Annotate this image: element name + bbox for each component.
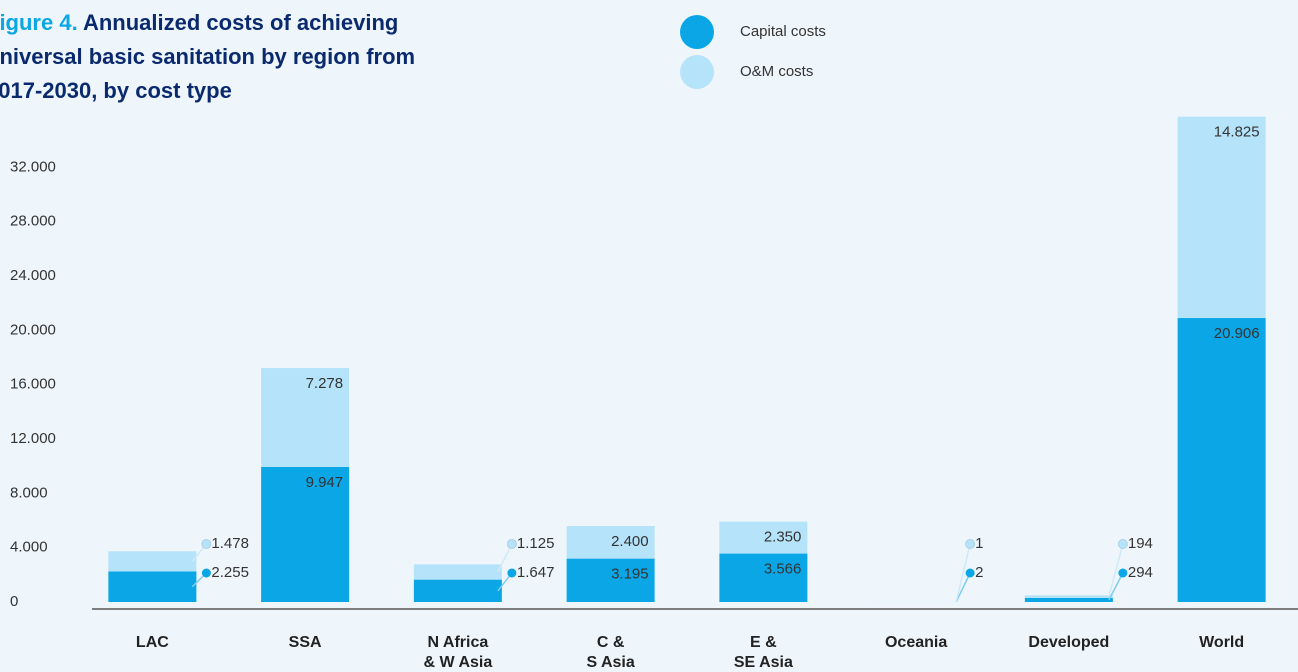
value-label: 1.125 — [517, 535, 555, 552]
y-tick-label: 16.000 — [10, 376, 56, 393]
bar-segment — [719, 521, 808, 554]
title-text: universal basic sanitation by region fro… — [0, 44, 415, 69]
legend-label: O&M costs — [740, 63, 813, 80]
leader-dot — [506, 539, 517, 549]
leader-dot — [965, 568, 975, 578]
x-tick-label-line: N Africa — [427, 634, 488, 651]
x-tick-label: C & S Asia — [586, 634, 634, 671]
y-tick-label: 4.000 — [10, 539, 48, 556]
chart-title: 2017-2030, by cost type — [0, 78, 232, 103]
value-label: 7.278 — [306, 375, 344, 392]
bar-segment — [1024, 595, 1113, 599]
x-tick-label: SSA — [289, 634, 322, 651]
bar-segment — [108, 551, 197, 572]
x-tick-label-line: World — [1199, 634, 1244, 651]
value-label: 3.195 — [611, 566, 649, 583]
value-label: 2.400 — [611, 533, 649, 550]
x-tick-label-line: Oceania — [885, 634, 947, 651]
leader-line — [1108, 543, 1124, 597]
value-label: 2 — [975, 564, 983, 581]
leader-dot — [1118, 568, 1128, 578]
leader-line — [955, 572, 971, 603]
leader-dot — [201, 539, 212, 549]
value-label: 294 — [1128, 564, 1153, 581]
bar-segment — [108, 571, 197, 602]
y-tick-label: 28.000 — [10, 213, 56, 230]
x-tick-label: LAC — [136, 634, 169, 651]
bar-segment — [566, 558, 655, 602]
value-label: 3.566 — [764, 561, 802, 578]
bar-segment — [261, 368, 350, 467]
leader-dot — [201, 568, 211, 578]
x-tick-label-line: LAC — [136, 634, 169, 651]
title-prefix: Figure 4. — [0, 10, 78, 35]
bar-segment — [1177, 318, 1266, 602]
y-tick-label: 24.000 — [10, 267, 56, 284]
leader-line — [497, 543, 513, 573]
x-tick-label-line: E & — [750, 634, 777, 651]
x-tick-label-line: C & — [597, 634, 625, 651]
chart-title-block: Figure 4. Annualized costs of achieving u… — [0, 10, 415, 103]
bar-segment — [413, 564, 502, 580]
y-tick-label: 32.000 — [10, 158, 56, 175]
bar-segment — [261, 466, 350, 602]
title-text: 2017-2030, by cost type — [0, 78, 232, 103]
x-tick-label-line: & W Asia — [424, 654, 493, 671]
y-tick-label: 12.000 — [10, 430, 56, 447]
value-label: 1.647 — [517, 564, 555, 581]
leader-line — [955, 543, 971, 603]
chart-title: Figure 4. Annualized costs of achieving — [0, 10, 398, 35]
leader-dot — [507, 568, 517, 578]
legend-label: Capital costs — [740, 23, 826, 40]
y-tick-label: 0 — [10, 593, 18, 610]
x-tick-label-line: SSA — [289, 634, 322, 651]
value-label: 9.947 — [306, 474, 344, 491]
bar-segment — [1024, 598, 1113, 602]
x-tick-label: E & SE Asia — [734, 634, 793, 671]
leader-dot — [1117, 539, 1128, 549]
bar-segment — [719, 553, 808, 602]
bar-segment — [566, 526, 655, 559]
value-label: 1 — [975, 535, 983, 552]
leader-line — [1108, 572, 1124, 601]
x-tick-label-line: SE Asia — [734, 654, 793, 671]
value-label: 2.255 — [211, 564, 249, 581]
x-tick-label-line: S Asia — [586, 654, 634, 671]
value-label: 1.478 — [211, 535, 249, 552]
x-tick-label: World — [1199, 634, 1244, 651]
x-tick-label: Oceania — [885, 634, 947, 651]
title-text: Annualized costs of achieving — [78, 10, 399, 35]
x-tick-label: Developed — [1028, 634, 1109, 651]
bar-segment — [1177, 116, 1266, 319]
legend-swatch — [680, 15, 714, 49]
value-label: 194 — [1128, 535, 1153, 552]
chart-title: universal basic sanitation by region fro… — [0, 44, 415, 69]
bar-segment — [413, 579, 502, 602]
leader-dot — [965, 539, 976, 549]
x-tick-label: N Africa & W Asia — [424, 634, 493, 671]
y-tick-label: 20.000 — [10, 321, 56, 338]
x-tick-label-line: Developed — [1028, 634, 1109, 651]
value-label: 20.906 — [1214, 325, 1260, 342]
value-label: 14.825 — [1214, 124, 1260, 141]
value-label: 2.350 — [764, 529, 802, 546]
legend-swatch — [680, 55, 714, 89]
y-tick-label: 8.000 — [10, 484, 48, 501]
